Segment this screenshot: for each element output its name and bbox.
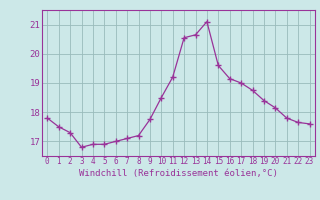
X-axis label: Windchill (Refroidissement éolien,°C): Windchill (Refroidissement éolien,°C) [79,169,278,178]
